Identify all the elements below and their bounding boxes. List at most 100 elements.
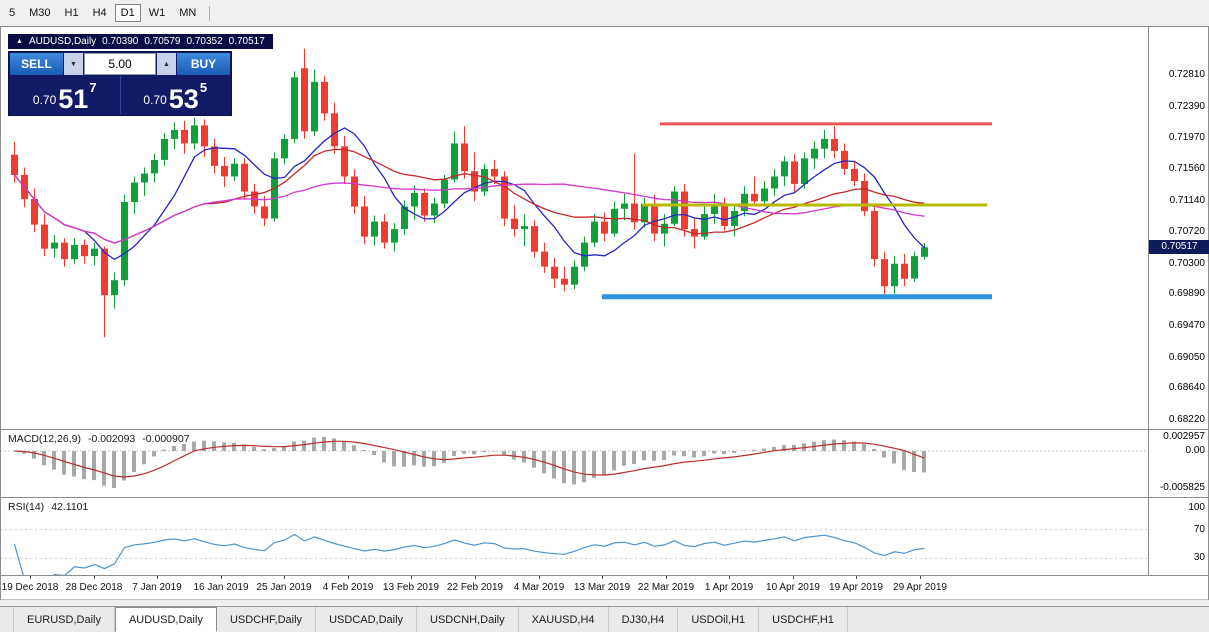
- timeframe-button-5[interactable]: 5: [9, 7, 16, 19]
- candle-body: [381, 221, 388, 243]
- candle-body: [661, 223, 668, 234]
- macd-axis[interactable]: 0.002957 0.00 -0.005825: [1148, 429, 1209, 497]
- timeframe-button-m30[interactable]: M30: [29, 7, 51, 19]
- rsi-name: RSI(14): [8, 501, 45, 513]
- chart-icon: ▲: [16, 38, 23, 45]
- macd-bar: [12, 451, 16, 452]
- candle-body: [611, 208, 618, 234]
- candle-body: [141, 173, 148, 183]
- macd-bar: [152, 451, 156, 457]
- timeframe-button-mn[interactable]: MN: [179, 7, 197, 19]
- candle-body: [781, 161, 788, 177]
- macd-bar: [692, 451, 696, 458]
- candle-body: [211, 146, 218, 166]
- candle-body: [761, 188, 768, 202]
- candle-body: [741, 193, 748, 212]
- macd-axis-tick: -0.005825: [1159, 482, 1205, 493]
- candlestick-chart[interactable]: [0, 27, 1148, 429]
- date-tick-mark: [856, 576, 857, 579]
- timeframe-button-d1[interactable]: D1: [114, 4, 141, 22]
- chart-tab-usdoil-h1[interactable]: USDOil,H1: [678, 607, 760, 632]
- volume-input[interactable]: [84, 53, 156, 75]
- candle-body: [881, 259, 888, 287]
- rsi-line: [13, 533, 925, 575]
- macd-bar: [902, 451, 906, 470]
- candle-body: [871, 211, 878, 260]
- macd-bar: [142, 451, 146, 465]
- chart-tab-usdchf-daily[interactable]: USDCHF,Daily: [217, 607, 317, 632]
- macd-bar: [842, 440, 846, 451]
- macd-bar: [362, 449, 366, 451]
- candle-body: [221, 165, 228, 177]
- candle-body: [501, 176, 508, 219]
- price-axis-tick: 0.72390: [1168, 101, 1205, 112]
- macd-bar: [452, 451, 456, 457]
- date-tick-mark: [94, 576, 95, 579]
- candle-body: [401, 206, 408, 229]
- price-axis[interactable]: 0.70517 0.72810 0.72390 0.71970 0.71560 0.71…: [1148, 26, 1209, 429]
- date-tick-mark: [284, 576, 285, 579]
- date-tick-mark: [793, 576, 794, 579]
- macd-chart[interactable]: [0, 430, 1148, 497]
- main-chart-panel[interactable]: ▲ AUDUSD,Daily 0.70390 0.70579 0.70352 0…: [0, 26, 1148, 429]
- chart-tab-xauusd-h4[interactable]: XAUUSD,H4: [519, 607, 609, 632]
- ask-price: 0.70 53 5: [121, 76, 231, 114]
- macd-bar: [482, 451, 486, 453]
- bid-price-pipette: 7: [89, 80, 97, 95]
- macd-bar: [112, 451, 116, 488]
- candle-body: [101, 248, 108, 296]
- candle-body: [51, 242, 58, 249]
- macd-panel[interactable]: MACD(12,26,9) -0.002093 -0.000907: [0, 429, 1148, 497]
- rsi-axis[interactable]: 100 70 30: [1148, 497, 1209, 575]
- ask-price-pips: 53: [168, 84, 199, 114]
- bid-price-major: 0.70: [32, 93, 57, 107]
- price-axis-tick: 0.68640: [1168, 382, 1205, 393]
- macd-bar: [382, 451, 386, 463]
- rsi-axis-tick: 30: [1193, 552, 1205, 563]
- date-tick-mark: [920, 576, 921, 579]
- candle-body: [341, 146, 348, 177]
- macd-bar: [612, 451, 616, 471]
- date-axis-label: 4 Mar 2019: [513, 582, 565, 593]
- candle-body: [891, 263, 898, 287]
- volume-increase-button[interactable]: ▲: [157, 53, 176, 75]
- macd-label: MACD(12,26,9) -0.002093 -0.000907: [8, 433, 190, 445]
- candle-body: [721, 203, 728, 226]
- candle-body: [391, 229, 398, 243]
- chart-tab-usdcnh-daily[interactable]: USDCNH,Daily: [417, 607, 519, 632]
- timeframe-button-h1[interactable]: H1: [64, 7, 79, 19]
- chart-tab-audusd-daily[interactable]: AUDUSD,Daily: [114, 607, 217, 632]
- macd-bar: [562, 451, 566, 484]
- candle-body: [321, 81, 328, 114]
- candle-body: [171, 129, 178, 139]
- macd-bar: [42, 451, 46, 466]
- volume-decrease-button[interactable]: ▼: [64, 53, 83, 75]
- timeframe-button-w1[interactable]: W1: [148, 7, 166, 19]
- ohlc-open: 0.70390: [102, 36, 139, 47]
- date-axis-label: 1 Apr 2019: [704, 582, 754, 593]
- candle-body: [11, 154, 18, 175]
- time-axis[interactable]: 19 Dec 2018 28 Dec 2018 7 Jan 2019 16 Jan 2…: [0, 575, 1209, 600]
- macd-bar: [912, 451, 916, 472]
- macd-bar: [92, 451, 96, 481]
- date-axis-label: 19 Apr 2019: [829, 582, 883, 593]
- sell-button[interactable]: SELL: [10, 53, 63, 75]
- candle-body: [231, 163, 238, 177]
- timeframe-button-h4[interactable]: H4: [92, 7, 107, 19]
- rsi-chart[interactable]: [0, 498, 1148, 575]
- chart-tab-dj30-h4[interactable]: DJ30,H4: [609, 607, 679, 632]
- bid-price: 0.70 51 7: [10, 76, 120, 114]
- buy-button[interactable]: BUY: [177, 53, 230, 75]
- chart-tab-usdchf-h1[interactable]: USDCHF,H1: [759, 607, 848, 632]
- candle-body: [421, 193, 428, 216]
- candle-body: [691, 229, 698, 237]
- candle-body: [451, 143, 458, 180]
- chart-tab-usdcad-daily[interactable]: USDCAD,Daily: [316, 607, 418, 632]
- macd-bar: [722, 451, 726, 455]
- macd-bar: [882, 451, 886, 458]
- rsi-panel[interactable]: RSI(14) 42.1101: [0, 497, 1148, 575]
- chart-tab-eurusd-daily[interactable]: EURUSD,Daily: [14, 607, 115, 632]
- candle-body: [911, 256, 918, 279]
- macd-bar: [272, 448, 276, 451]
- date-axis-label: 16 Jan 2019: [193, 582, 249, 593]
